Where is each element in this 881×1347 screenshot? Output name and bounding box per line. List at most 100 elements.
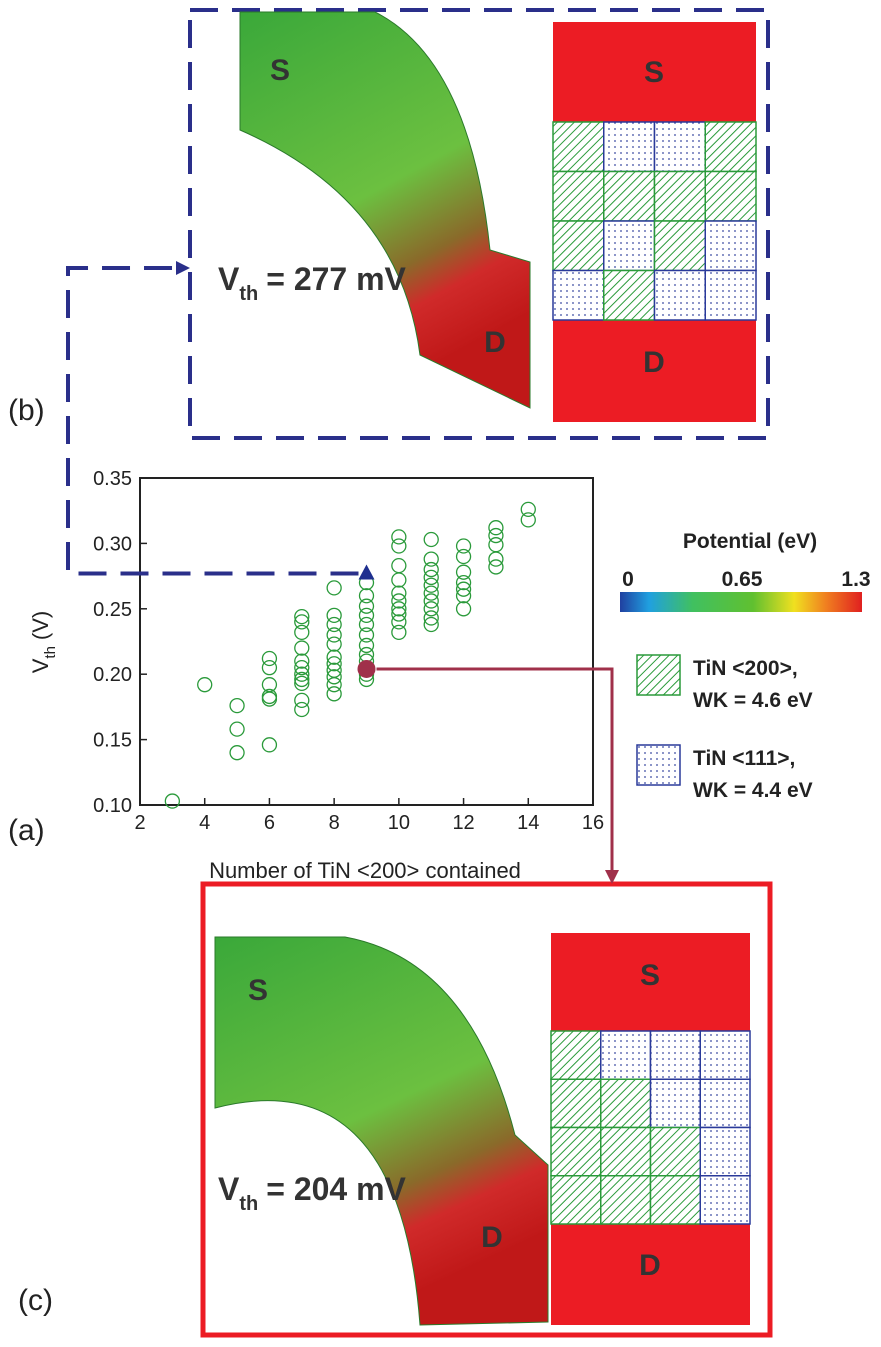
data-point xyxy=(295,641,309,655)
drain-label: D xyxy=(481,1221,503,1254)
data-point xyxy=(262,661,276,675)
y-tick-label: 0.35 xyxy=(93,468,132,490)
legend-swatch xyxy=(637,745,680,785)
highlight-point xyxy=(358,660,376,678)
panel-label: (b) xyxy=(8,394,45,427)
figure: S D Vth = 277 mV S D (b) (a) Number of Ti… xyxy=(0,0,881,1342)
gate-grain xyxy=(651,1176,701,1224)
gate-grain xyxy=(651,1128,701,1176)
gate-grain xyxy=(601,1031,651,1079)
data-point xyxy=(424,563,438,577)
panel-label: (a) xyxy=(8,814,45,847)
x-tick-label: 16 xyxy=(582,812,604,834)
x-tick-label: 8 xyxy=(329,812,340,834)
y-axis-symbol: V xyxy=(28,658,53,673)
gate-grain xyxy=(601,1079,651,1127)
gate-grain xyxy=(655,271,706,321)
gate-grain xyxy=(551,1128,601,1176)
data-point xyxy=(262,738,276,752)
data-point xyxy=(489,560,503,574)
x-axis-label: Number of TiN <200> contained xyxy=(209,858,521,883)
arrow-head xyxy=(176,261,190,275)
gate-grain xyxy=(604,221,655,271)
x-tick-label: 10 xyxy=(388,812,410,834)
x-tick-label: 12 xyxy=(452,812,474,834)
data-point xyxy=(295,676,309,690)
gate-grain xyxy=(700,1128,750,1176)
gate-grain xyxy=(551,1079,601,1127)
gate-grain xyxy=(553,271,604,321)
data-point xyxy=(521,513,535,527)
gate-grain xyxy=(604,122,655,172)
drain-label: D xyxy=(639,1249,661,1282)
gate-grain xyxy=(705,221,756,271)
vth-value: = 204 mV xyxy=(266,1171,406,1207)
colorbar-tick-label: 0 xyxy=(622,568,634,591)
drain-label: D xyxy=(484,326,506,359)
vth-label: Vth= 204 mV xyxy=(218,1171,407,1215)
data-point xyxy=(392,573,406,587)
vth-value: = 277 mV xyxy=(266,261,406,297)
panel-label: (c) xyxy=(18,1284,53,1317)
colorbar-tick-label: 1.3 xyxy=(841,568,870,591)
gate-grain xyxy=(655,221,706,271)
gate-grain xyxy=(655,122,706,172)
drain-label: D xyxy=(643,346,665,379)
gate-grain xyxy=(604,271,655,321)
vth-symbol: V xyxy=(218,261,240,297)
data-point xyxy=(489,521,503,535)
gate-grain xyxy=(551,1176,601,1224)
y-axis-label: Vth (V) xyxy=(28,611,59,674)
legend-label: WK = 4.4 eV xyxy=(693,779,813,802)
highlight-point xyxy=(359,564,375,579)
gate-grain xyxy=(705,172,756,222)
gate-grain xyxy=(553,122,604,172)
source-label: S xyxy=(248,974,268,1007)
gate-grain xyxy=(553,172,604,222)
vth-subscript: th xyxy=(239,1193,258,1215)
x-tick-label: 14 xyxy=(517,812,539,834)
connector-c xyxy=(377,669,613,872)
gate-grain xyxy=(705,271,756,321)
y-tick-label: 0.25 xyxy=(93,599,132,621)
connector-b xyxy=(68,268,359,573)
data-point xyxy=(489,538,503,552)
gate-grain xyxy=(601,1128,651,1176)
y-tick-label: 0.15 xyxy=(93,730,132,752)
data-point xyxy=(424,578,438,592)
gate-grain xyxy=(604,172,655,222)
data-point xyxy=(230,722,244,736)
legend-label: TiN <111>, xyxy=(693,747,795,770)
colorbar xyxy=(620,592,862,612)
vth-subscript: th xyxy=(239,283,258,305)
data-point xyxy=(295,625,309,639)
x-tick-label: 6 xyxy=(264,812,275,834)
y-axis-unit: (V) xyxy=(28,611,53,640)
legend-swatch xyxy=(637,655,680,695)
data-point xyxy=(295,703,309,717)
data-point xyxy=(489,552,503,566)
data-point xyxy=(392,586,406,600)
colorbar-tick-label: 0.65 xyxy=(722,568,763,591)
y-axis-subscript: th xyxy=(42,646,59,659)
legend-label: TiN <200>, xyxy=(693,657,798,680)
y-tick-label: 0.30 xyxy=(93,533,132,555)
data-point xyxy=(327,581,341,595)
y-tick-label: 0.20 xyxy=(93,664,132,686)
source-label: S xyxy=(644,56,664,89)
data-point xyxy=(392,625,406,639)
data-point xyxy=(327,637,341,651)
gate-grain xyxy=(700,1079,750,1127)
gate-grain xyxy=(601,1176,651,1224)
data-point xyxy=(198,678,212,692)
vth-label: Vth = 277 mV xyxy=(218,261,407,305)
source-label: S xyxy=(640,959,660,992)
data-point xyxy=(424,570,438,584)
data-point xyxy=(457,549,471,563)
data-point xyxy=(230,746,244,760)
gate-grain xyxy=(700,1176,750,1224)
data-point xyxy=(392,559,406,573)
data-point xyxy=(424,594,438,608)
data-point xyxy=(392,594,406,608)
gate-grain xyxy=(655,172,706,222)
